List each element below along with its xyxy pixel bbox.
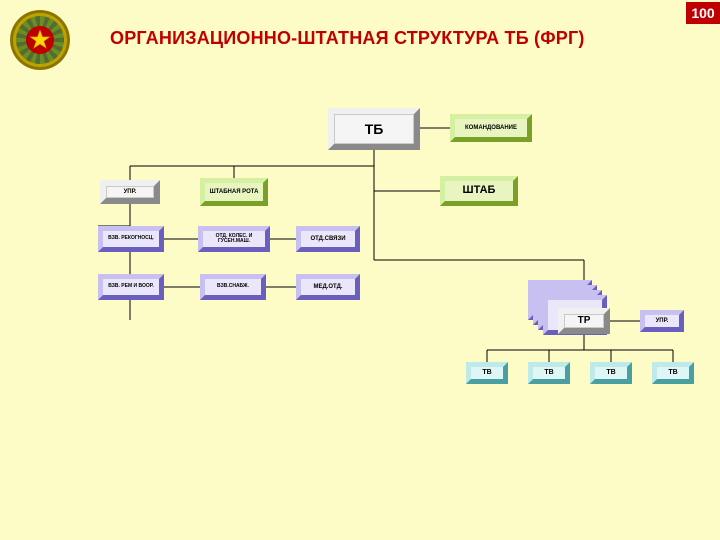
node-supply: ВЗВ.СНАБЖ. [200, 274, 266, 300]
node-tv2: ТВ [528, 362, 570, 384]
node-reparm: ВЗВ. РЕМ И ВООР. [98, 274, 164, 300]
emblem-icon [10, 10, 70, 70]
node-upr: УПР. [100, 180, 160, 204]
node-upr2: УПР. [640, 310, 684, 332]
node-comm: ОТД.СВЯЗИ [296, 226, 360, 252]
page-number-badge: 100 [686, 2, 720, 24]
node-tb: ТБ [328, 108, 420, 150]
node-command: КОМАНДОВАНИЕ [450, 114, 532, 142]
node-med: МЕД.ОТД. [296, 274, 360, 300]
connector-lines [0, 0, 720, 540]
node-tv1: ТВ [466, 362, 508, 384]
page-title: ОРГАНИЗАЦИОННО-ШТАТНАЯ СТРУКТУРА ТБ (ФРГ… [110, 28, 585, 49]
node-hqcoy: ШТАБНАЯ РОТА [200, 178, 268, 206]
node-tv4: ТВ [652, 362, 694, 384]
node-staff: ШТАБ [440, 176, 518, 206]
node-recon: ВЗВ. РЕКОГНОСЦ. [98, 226, 164, 252]
node-tr: ТР [558, 308, 610, 334]
node-tv3: ТВ [590, 362, 632, 384]
node-wheel: ОТД. КОЛЕС. И ГУСЕН.МАШ. [198, 226, 270, 252]
